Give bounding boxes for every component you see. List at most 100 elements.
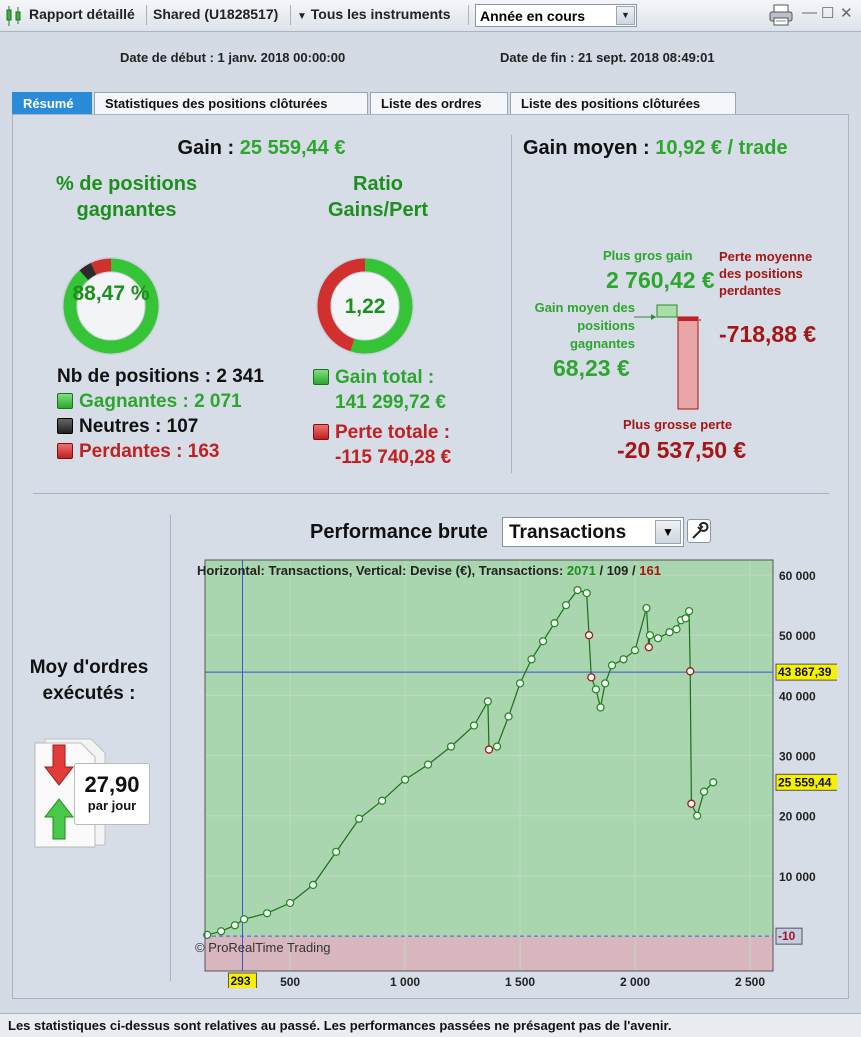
- equity-curve-point: [665, 628, 674, 637]
- performance-title: Performance brute: [310, 521, 488, 543]
- equity-curve-point: [469, 721, 479, 730]
- count-neutral: 109: [606, 563, 629, 578]
- equity-curve-point: [582, 588, 591, 598]
- equity-curve-point: [686, 667, 695, 676]
- tab-closed-position-stats[interactable]: Statistiques des positions clôturées: [94, 92, 368, 114]
- chart-y-tick-label: 30 000: [779, 750, 816, 764]
- performance-chart[interactable]: 500 1 000 1 500 2 000 2 500 10 000 20 000 30 00…: [177, 556, 839, 990]
- avg-win-label: Gain moyen des positions gagnantes: [534, 300, 635, 351]
- equity-curve-point: [630, 646, 640, 655]
- winning-pct-title: % de positions gagnantes: [55, 173, 198, 221]
- equity-curve-point: [600, 679, 610, 688]
- donut-gain-slice: [350, 258, 413, 354]
- count-sep-2: /: [632, 563, 636, 578]
- equity-curve-point: [587, 673, 596, 682]
- chart-watermark: © ProRealTime Trading: [195, 940, 331, 955]
- chart-y-tick-label: 50 000: [779, 629, 816, 643]
- ratio-value: 1,22: [344, 295, 386, 318]
- chart-negative-area: [205, 936, 773, 971]
- gain-total-value: 141 299,72 €: [335, 392, 446, 413]
- chart-zero-label-box: [775, 927, 803, 945]
- equity-curve-point: [492, 742, 502, 751]
- avg-gain-value: 10,92 € / trade: [655, 137, 788, 159]
- winning-pct-value: 88,47 %: [72, 282, 150, 305]
- equity-curve-point: [308, 880, 318, 890]
- donut-neutrals-slice: [79, 262, 97, 281]
- orders-value: 27,90: [84, 772, 140, 797]
- printer-icon[interactable]: [768, 4, 794, 31]
- losers-row: Perdantes : 163: [57, 441, 219, 463]
- equity-curve-point: [687, 799, 696, 808]
- tab-summary[interactable]: Résumé: [12, 92, 92, 114]
- chart-y-tick-label: 10 000: [779, 870, 816, 884]
- chevron-down-icon: ▼: [297, 11, 307, 22]
- equity-curve-point: [230, 921, 240, 930]
- wrench-icon[interactable]: [687, 519, 711, 543]
- equity-curve-point: [684, 606, 694, 616]
- disclaimer-footer: Les statistiques ci-dessus sont relative…: [0, 1013, 861, 1037]
- equity-curve-point: [672, 625, 681, 634]
- losers-count: Perdantes : 163: [79, 441, 220, 462]
- chart-cursor-x-label: 293: [230, 974, 250, 988]
- avg-gain-header: Gain moyen : 10,92 € / trade: [523, 137, 843, 160]
- loss-total-label: Perte totale :: [335, 422, 451, 443]
- winners-count: Gagnantes : 2 071: [79, 391, 242, 412]
- tab-orders-list[interactable]: Liste des ordres: [370, 92, 508, 114]
- equity-curve-point: [216, 927, 226, 936]
- detailed-report-button[interactable]: Rapport détaillé: [29, 6, 135, 22]
- avg-loss-value: -718,88 €: [719, 321, 817, 347]
- period-dropdown[interactable]: Année en cours ▼: [475, 4, 637, 27]
- gain-total-legend-icon: [313, 369, 329, 385]
- equity-curve-point: [645, 631, 655, 640]
- equity-curve-point: [550, 619, 559, 628]
- close-icon[interactable]: ✕: [840, 5, 853, 22]
- equity-curve-point: [262, 909, 272, 918]
- equity-curve-point: [400, 775, 410, 784]
- loss-total-row: Perte totale :: [313, 422, 450, 444]
- chart-x-tick-label: 500: [280, 975, 300, 988]
- chart-zero-label: -10: [778, 929, 796, 943]
- maximize-icon[interactable]: ☐: [821, 5, 835, 22]
- equity-curve-point: [423, 760, 433, 769]
- orders-unit: par jour: [87, 798, 137, 813]
- candlestick-app-icon: [5, 5, 23, 32]
- equity-curve-point: [653, 634, 663, 643]
- biggest-gain-label: Plus gros gain: [603, 248, 693, 263]
- equity-curve-point: [515, 679, 525, 688]
- neutrals-legend-icon: [57, 418, 73, 434]
- nb-positions: Nb de positions : 2 341: [57, 366, 264, 387]
- equity-curve-point: [377, 796, 387, 805]
- minimize-icon[interactable]: —: [802, 4, 817, 21]
- chart-cursor-y-label: 43 867,39: [778, 665, 832, 679]
- winning-pct-donut: [60, 255, 162, 357]
- winners-row: Gagnantes : 2 071: [57, 391, 242, 413]
- tab-closed-positions-list[interactable]: Liste des positions clôturées: [510, 92, 736, 114]
- instruments-selector[interactable]: ▼ Tous les instruments: [297, 6, 451, 22]
- period-value: Année en cours: [480, 8, 586, 24]
- account-selector[interactable]: Shared (U1828517): [153, 6, 279, 22]
- start-date: Date de début : 1 janv. 2018 00:00:00: [120, 50, 346, 65]
- equity-curve-point: [573, 585, 582, 595]
- equity-curve-point: [561, 600, 571, 610]
- equity-curve-point: [504, 712, 513, 721]
- orders-value-box: 27,90 par jour: [74, 763, 150, 825]
- neutrals-count: Neutres : 107: [79, 416, 199, 437]
- chart-y-tick-label: 60 000: [779, 569, 816, 583]
- gain-total-row: Gain total :: [313, 367, 434, 389]
- donut-center: [330, 271, 400, 341]
- equity-curve-point: [591, 685, 601, 694]
- neutrals-row: Neutres : 107: [57, 416, 198, 438]
- gain-loss-bar-graphic: [613, 291, 703, 411]
- biggest-loss-value: -20 537,50 €: [617, 437, 747, 463]
- equity-curve-point: [484, 745, 494, 754]
- donut-center: [76, 271, 146, 341]
- equity-curve-point: [331, 847, 341, 857]
- chart-y-tick-label: 20 000: [779, 810, 816, 824]
- gain-header: Gain : 25 559,44 €: [13, 137, 510, 160]
- performance-mode-dropdown[interactable]: Transactions ▼: [502, 517, 684, 547]
- instruments-label: Tous les instruments: [310, 6, 451, 22]
- equity-curve-point: [538, 637, 548, 646]
- orders-title: Moy d'ordres exécutés :: [29, 657, 149, 704]
- chart-last-value-label: 25 559,44: [778, 775, 832, 789]
- equity-curve-point: [596, 703, 605, 712]
